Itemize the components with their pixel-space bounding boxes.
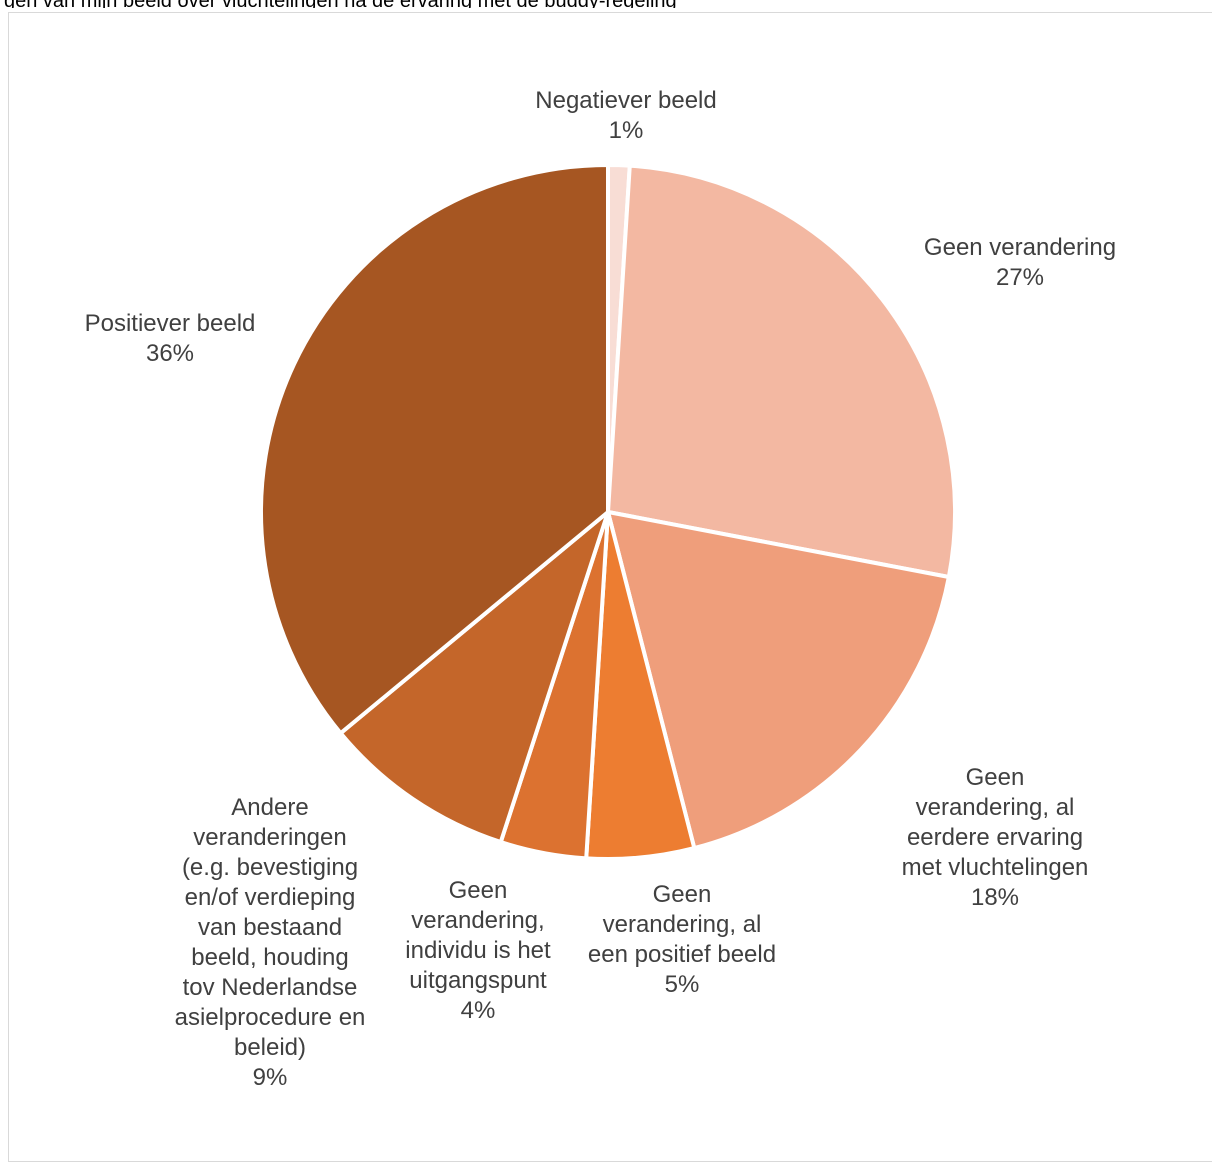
slice-label-5: Geen verandering, individu is het uitgangsp… (405, 877, 551, 1024)
slice-percent: 5% (665, 971, 700, 998)
slice-label-line: Positiever beeld (85, 310, 256, 337)
slice-label-2: Geen verandering 27% (924, 234, 1116, 291)
slice-label-line: uitgangspunt (409, 967, 547, 994)
slice-label-line: verandering, al (603, 911, 762, 938)
slice-label-7: Positiever beeld 36% (85, 310, 256, 367)
pie-slice-6 (338, 510, 610, 845)
slice-label-line: Geen verandering (924, 234, 1116, 261)
chart-header-text: gen van mijn beeld over vluchtelingen na… (0, 0, 1212, 8)
slice-percent: 9% (253, 1064, 288, 1091)
slice-label-6: Andere veranderingen (e.g. bevestiging en/o… (175, 794, 366, 1091)
slice-label-line: eerdere ervaring (907, 824, 1083, 851)
slice-label-line: een positief beeld (588, 941, 776, 968)
slice-label-4: Geen verandering, al een positief beeld 5% (588, 881, 776, 998)
slice-label-line: Andere (231, 794, 308, 821)
slice-label-line: beleid) (234, 1034, 306, 1061)
slice-percent: 27% (996, 264, 1044, 291)
slice-percent: 1% (609, 117, 644, 144)
slice-label-line: veranderingen (193, 824, 346, 851)
slice-label-line: asielprocedure en (175, 1004, 366, 1031)
slice-label-line: met vluchtelingen (902, 854, 1089, 881)
slice-label-line: Geen (966, 764, 1025, 791)
slice-label-line: individu is het (405, 937, 551, 964)
slice-label-line: verandering, (411, 907, 544, 934)
slice-label-line: (e.g. bevestiging (182, 854, 358, 881)
slice-percent: 36% (146, 340, 194, 367)
slice-label-line: tov Nederlandse (183, 974, 358, 1001)
slice-label-line: beeld, houding (191, 944, 348, 971)
slice-label-line: Negatiever beeld (535, 87, 716, 114)
pie-slices (259, 162, 957, 861)
pie-slice-7 (259, 163, 610, 736)
slice-label-line: verandering, al (916, 794, 1075, 821)
slice-percent: 18% (971, 884, 1019, 911)
pie-labels: Negatiever beeld 1%Geen verandering 27%Gee… (85, 87, 1116, 1091)
pie-slice-2 (606, 163, 957, 580)
slice-label-1: Negatiever beeld 1% (535, 87, 716, 144)
slice-label-line: Geen (449, 877, 508, 904)
pie-slice-3 (606, 510, 951, 851)
slice-label-line: en/of verdieping (185, 884, 356, 911)
slice-label-line: van bestaand (198, 914, 342, 941)
slice-percent: 4% (461, 997, 496, 1024)
slice-label-line: Geen (653, 881, 712, 908)
slice-label-3: Geen verandering, al eerdere ervaring met v… (902, 764, 1089, 911)
